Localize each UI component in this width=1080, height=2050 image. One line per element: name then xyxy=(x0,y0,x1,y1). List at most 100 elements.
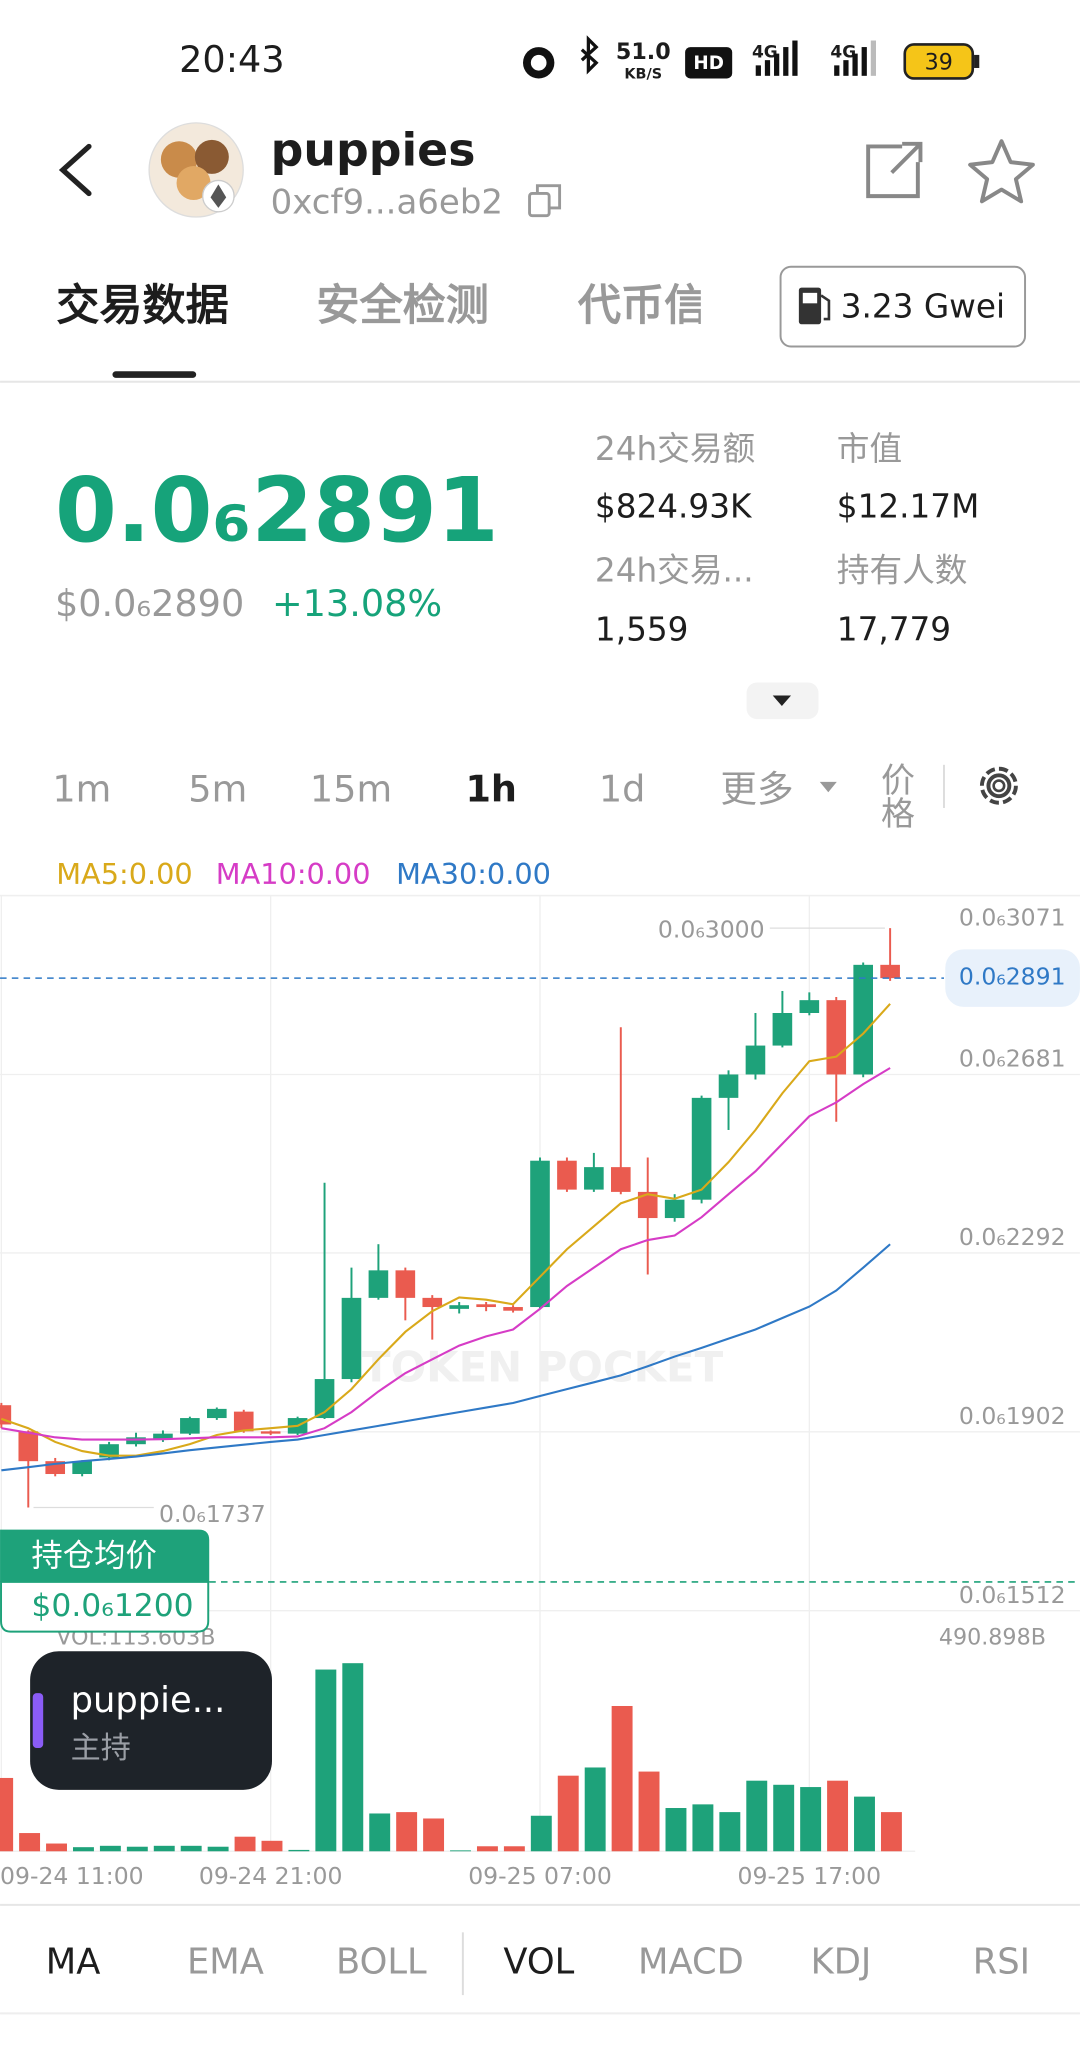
volume-bar xyxy=(719,1812,741,1852)
volume-bar xyxy=(800,1787,822,1852)
y-tick-label: 0.0₆2681 xyxy=(959,1045,1066,1073)
candle-body xyxy=(557,1160,577,1190)
back-button[interactable] xyxy=(58,143,92,197)
bluetooth-icon xyxy=(580,35,599,75)
candle-body xyxy=(126,1437,146,1445)
volume-bar xyxy=(692,1804,714,1852)
legend-entry: MA10:0.00 xyxy=(216,857,371,891)
tab[interactable]: 代币信息 xyxy=(577,281,751,331)
tab[interactable]: 交易数据 xyxy=(56,281,229,331)
signal-1-bars xyxy=(755,40,798,76)
status-time: 20:43 xyxy=(179,38,284,81)
indicator-tab[interactable]: BOLL xyxy=(336,1942,427,1983)
candle-body xyxy=(799,1000,820,1014)
battery xyxy=(903,43,975,80)
volume-bar xyxy=(854,1796,875,1852)
gas-button[interactable] xyxy=(779,265,1027,348)
volume-bar xyxy=(557,1775,579,1852)
favorite-button[interactable] xyxy=(968,139,1035,204)
high-label: 0.0₆3000 xyxy=(658,915,765,943)
y-tick-label: 0.0₆2292 xyxy=(959,1223,1066,1251)
indicator-tab[interactable]: RSI xyxy=(973,1942,1030,1983)
volume-bar xyxy=(530,1815,552,1852)
volume-bar xyxy=(99,1845,121,1852)
last-price-label: 0.0₆2891 xyxy=(959,963,1066,991)
volume-bar xyxy=(180,1845,202,1852)
stat-value: 1,559 xyxy=(595,610,689,648)
settings-button[interactable] xyxy=(979,766,1018,805)
candle-body xyxy=(153,1433,173,1440)
price-main: 0.0₆2891 xyxy=(55,458,499,562)
candle-body xyxy=(368,1270,389,1298)
watermark: TOKEN POCKET xyxy=(362,1343,724,1392)
x-tick-label: 09-25 07:00 xyxy=(468,1862,612,1890)
candle-body xyxy=(207,1408,227,1419)
timeframe[interactable]: 1m xyxy=(52,767,111,810)
timeframe-more[interactable]: 更多 xyxy=(720,767,793,810)
volume-bar xyxy=(503,1846,525,1852)
volume-bar xyxy=(638,1771,660,1852)
volume-bar xyxy=(126,1846,148,1852)
candle-body xyxy=(610,1167,631,1192)
candle-body xyxy=(476,1304,496,1308)
volume-bar xyxy=(396,1812,418,1852)
indicator-tab[interactable]: MA xyxy=(46,1942,101,1983)
candle-body xyxy=(664,1199,685,1219)
toast[interactable] xyxy=(30,1651,272,1790)
signal-2-bars xyxy=(834,40,877,76)
volume-bar xyxy=(46,1843,67,1852)
candle-body xyxy=(260,1431,281,1434)
timeframe[interactable]: 15m xyxy=(310,767,392,810)
price-usd: $0.0₆2890 xyxy=(55,582,244,625)
net-unit: KB/S xyxy=(624,67,662,83)
legend-entry: MA5:0.00 xyxy=(56,857,192,891)
indicator-tab[interactable]: EMA xyxy=(187,1942,264,1983)
volume-bar xyxy=(880,1812,902,1852)
indicator-tab[interactable]: MACD xyxy=(638,1942,744,1983)
expand-arrow xyxy=(772,695,792,706)
hold-price: $0.0₆1200 xyxy=(31,1588,193,1624)
volume-bar xyxy=(19,1833,41,1852)
x-tick-label: 09-24 11:00 xyxy=(0,1862,144,1890)
share-button[interactable] xyxy=(866,141,923,199)
volume-bar xyxy=(72,1847,94,1852)
candle-body xyxy=(233,1411,254,1432)
volume-bar xyxy=(423,1818,445,1852)
token-name: puppies xyxy=(271,123,476,176)
stat-label: 市值 xyxy=(837,430,902,468)
volume-bar xyxy=(315,1669,337,1852)
candle-body xyxy=(180,1418,200,1434)
price-tab[interactable]: 价格 xyxy=(874,762,914,830)
candle-body xyxy=(422,1297,443,1308)
copy-button[interactable] xyxy=(528,184,562,218)
volume-bar xyxy=(207,1846,229,1852)
timeframe[interactable]: 1d xyxy=(599,767,646,810)
y-tick-label: 0.0₆3071 xyxy=(959,904,1066,932)
candle-body xyxy=(718,1074,739,1098)
candle-body xyxy=(341,1297,362,1380)
timeframe-selected[interactable]: 1h xyxy=(465,767,517,810)
candle-body xyxy=(826,1000,847,1075)
stat-value: 17,779 xyxy=(837,610,951,648)
toast-accent xyxy=(32,1693,44,1748)
hd-text: HD xyxy=(693,53,724,74)
candle-body xyxy=(691,1097,712,1200)
candle-body xyxy=(584,1167,604,1190)
tab[interactable]: 安全检测 xyxy=(316,281,489,331)
candle-body xyxy=(18,1431,39,1462)
candle-body xyxy=(772,1013,793,1046)
stat-value: $12.17M xyxy=(837,488,980,526)
candle-body xyxy=(503,1307,523,1311)
volume-bar xyxy=(476,1846,498,1852)
gas-icon xyxy=(798,287,831,325)
timeframe[interactable]: 5m xyxy=(188,767,247,810)
indicator-tab[interactable]: KDJ xyxy=(811,1942,872,1983)
volume-bar xyxy=(584,1767,606,1852)
volume-bar xyxy=(611,1705,633,1852)
indicator-tab[interactable]: VOL xyxy=(503,1942,574,1983)
volume-bar xyxy=(153,1845,175,1852)
hold-badge-bottom xyxy=(0,1580,210,1633)
net-speed: 51.0 xyxy=(616,39,671,65)
ma-line xyxy=(1,1067,891,1441)
